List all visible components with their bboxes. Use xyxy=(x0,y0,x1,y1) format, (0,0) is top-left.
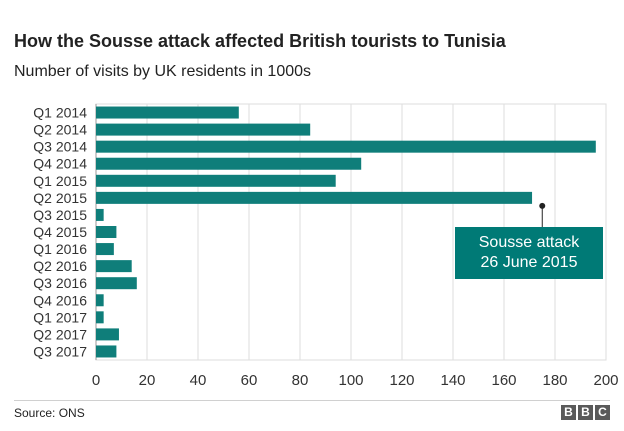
bbc-logo: B B C xyxy=(561,405,610,420)
x-tick-label: 0 xyxy=(92,372,100,389)
bbc-logo-letter: B xyxy=(578,405,593,420)
category-label: Q3 2016 xyxy=(33,275,87,291)
bar xyxy=(96,123,311,136)
bbc-logo-letter: B xyxy=(561,405,576,420)
category-label: Q4 2014 xyxy=(33,156,87,172)
x-tick-label: 100 xyxy=(338,372,363,389)
category-label: Q3 2017 xyxy=(33,343,87,359)
footer-divider xyxy=(14,400,610,401)
category-label: Q3 2015 xyxy=(33,207,87,223)
bar xyxy=(96,277,137,290)
x-tick-label: 160 xyxy=(491,372,516,389)
bar xyxy=(96,106,239,119)
source-text: Source: ONS xyxy=(14,406,85,420)
bar xyxy=(96,174,336,187)
category-label: Q2 2016 xyxy=(33,258,87,274)
bbc-logo-letter: C xyxy=(595,405,610,420)
bar xyxy=(96,140,596,153)
bar xyxy=(96,191,533,204)
bar xyxy=(96,294,104,307)
x-tick-label: 120 xyxy=(389,372,414,389)
bar xyxy=(96,243,114,256)
x-tick-label: 80 xyxy=(292,372,309,389)
x-tick-label: 180 xyxy=(542,372,567,389)
annotation-label: Sousse attack 26 June 2015 xyxy=(455,227,603,279)
chart-title: How the Sousse attack affected British t… xyxy=(14,31,506,51)
annotation-line-1: Sousse attack xyxy=(478,234,580,251)
category-label: Q2 2015 xyxy=(33,190,87,206)
category-label: Q2 2014 xyxy=(33,122,87,138)
category-label: Q2 2017 xyxy=(33,326,87,342)
category-label: Q4 2016 xyxy=(33,292,87,308)
category-label: Q3 2014 xyxy=(33,139,87,155)
category-label: Q1 2017 xyxy=(33,309,87,325)
annotation-line-2: 26 June 2015 xyxy=(480,254,578,271)
category-label: Q1 2014 xyxy=(33,105,87,121)
bar xyxy=(96,226,117,238)
annotation-dot xyxy=(539,202,546,209)
x-tick-label: 200 xyxy=(593,372,618,389)
category-label: Q1 2016 xyxy=(33,241,87,257)
category-label: Q1 2015 xyxy=(33,173,87,189)
bar xyxy=(96,311,104,324)
bar xyxy=(96,328,119,341)
bar xyxy=(96,260,132,273)
bar xyxy=(96,208,104,221)
category-label: Q4 2015 xyxy=(33,224,87,240)
x-tick-label: 60 xyxy=(241,372,258,389)
x-tick-label: 40 xyxy=(190,372,207,389)
chart-subtitle: Number of visits by UK residents in 1000… xyxy=(14,63,312,80)
x-tick-label: 140 xyxy=(440,372,465,389)
bar xyxy=(96,157,362,170)
bar xyxy=(96,345,117,358)
x-tick-label: 20 xyxy=(139,372,156,389)
